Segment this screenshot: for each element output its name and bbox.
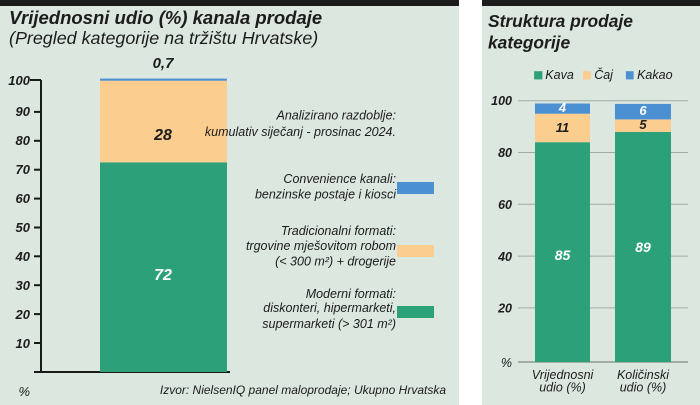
svg-text:85: 85 [555, 247, 571, 263]
svg-text:udio (%): udio (%) [539, 381, 586, 395]
svg-text:100: 100 [491, 94, 512, 108]
svg-text:20: 20 [15, 307, 31, 322]
svg-text:diskonteri, hipermarketi,: diskonteri, hipermarketi, [263, 301, 396, 315]
svg-text:5: 5 [639, 117, 647, 132]
svg-text:Moderni formati:: Moderni formati: [306, 287, 396, 301]
svg-text:40: 40 [497, 250, 512, 264]
svg-text:80: 80 [498, 146, 512, 160]
svg-text:90: 90 [16, 104, 31, 119]
svg-text:supermarketi (> 301 m²): supermarketi (> 301 m²) [262, 317, 396, 331]
svg-text:(Pregled kategorije na tržištu: (Pregled kategorije na tržištu Hrvatske) [9, 28, 318, 48]
svg-text:udio (%): udio (%) [620, 381, 667, 395]
svg-text:0,7: 0,7 [153, 55, 175, 72]
svg-text:11: 11 [556, 120, 570, 135]
svg-text:72: 72 [154, 267, 172, 284]
svg-text:Tradicionalni formati:: Tradicionalni formati: [281, 224, 396, 238]
svg-text:28: 28 [153, 127, 172, 144]
svg-text:Izvor: NielsenIQ panel malopro: Izvor: NielsenIQ panel maloprodaje; Ukup… [160, 383, 446, 397]
svg-text:Analizirano razdoblje:: Analizirano razdoblje: [275, 109, 396, 123]
svg-text:60: 60 [16, 191, 31, 206]
svg-text:%: % [18, 384, 30, 399]
svg-text:Čaj: Čaj [594, 67, 614, 82]
svg-text:%: % [501, 356, 512, 370]
svg-text:70: 70 [16, 162, 31, 177]
svg-text:50: 50 [16, 220, 31, 235]
svg-text:80: 80 [16, 133, 31, 148]
svg-text:kategorije: kategorije [488, 33, 570, 53]
svg-text:kumulativ siječanj - prosinac: kumulativ siječanj - prosinac 2024. [205, 125, 396, 139]
svg-text:(< 300 m²) + drogerije: (< 300 m²) + drogerije [275, 254, 396, 268]
svg-text:benzinske postaje i kiosci: benzinske postaje i kiosci [255, 187, 397, 201]
svg-text:Struktura prodaje: Struktura prodaje [488, 11, 633, 31]
svg-text:trgovine mješovitom robom: trgovine mješovitom robom [246, 239, 396, 253]
svg-text:89: 89 [635, 239, 651, 255]
svg-text:60: 60 [498, 198, 512, 212]
svg-text:4: 4 [558, 100, 567, 115]
svg-text:Kakao: Kakao [637, 68, 672, 82]
svg-text:10: 10 [16, 336, 31, 351]
svg-text:Kava: Kava [545, 68, 574, 82]
svg-text:40: 40 [15, 249, 31, 264]
svg-text:20: 20 [497, 302, 512, 316]
svg-text:30: 30 [16, 278, 31, 293]
svg-text:100: 100 [8, 73, 30, 88]
svg-text:6: 6 [639, 103, 647, 118]
svg-text:Vrijednosni udio (%) kanala pr: Vrijednosni udio (%) kanala prodaje [9, 7, 322, 28]
svg-text:Convenience kanali:: Convenience kanali: [283, 172, 396, 186]
